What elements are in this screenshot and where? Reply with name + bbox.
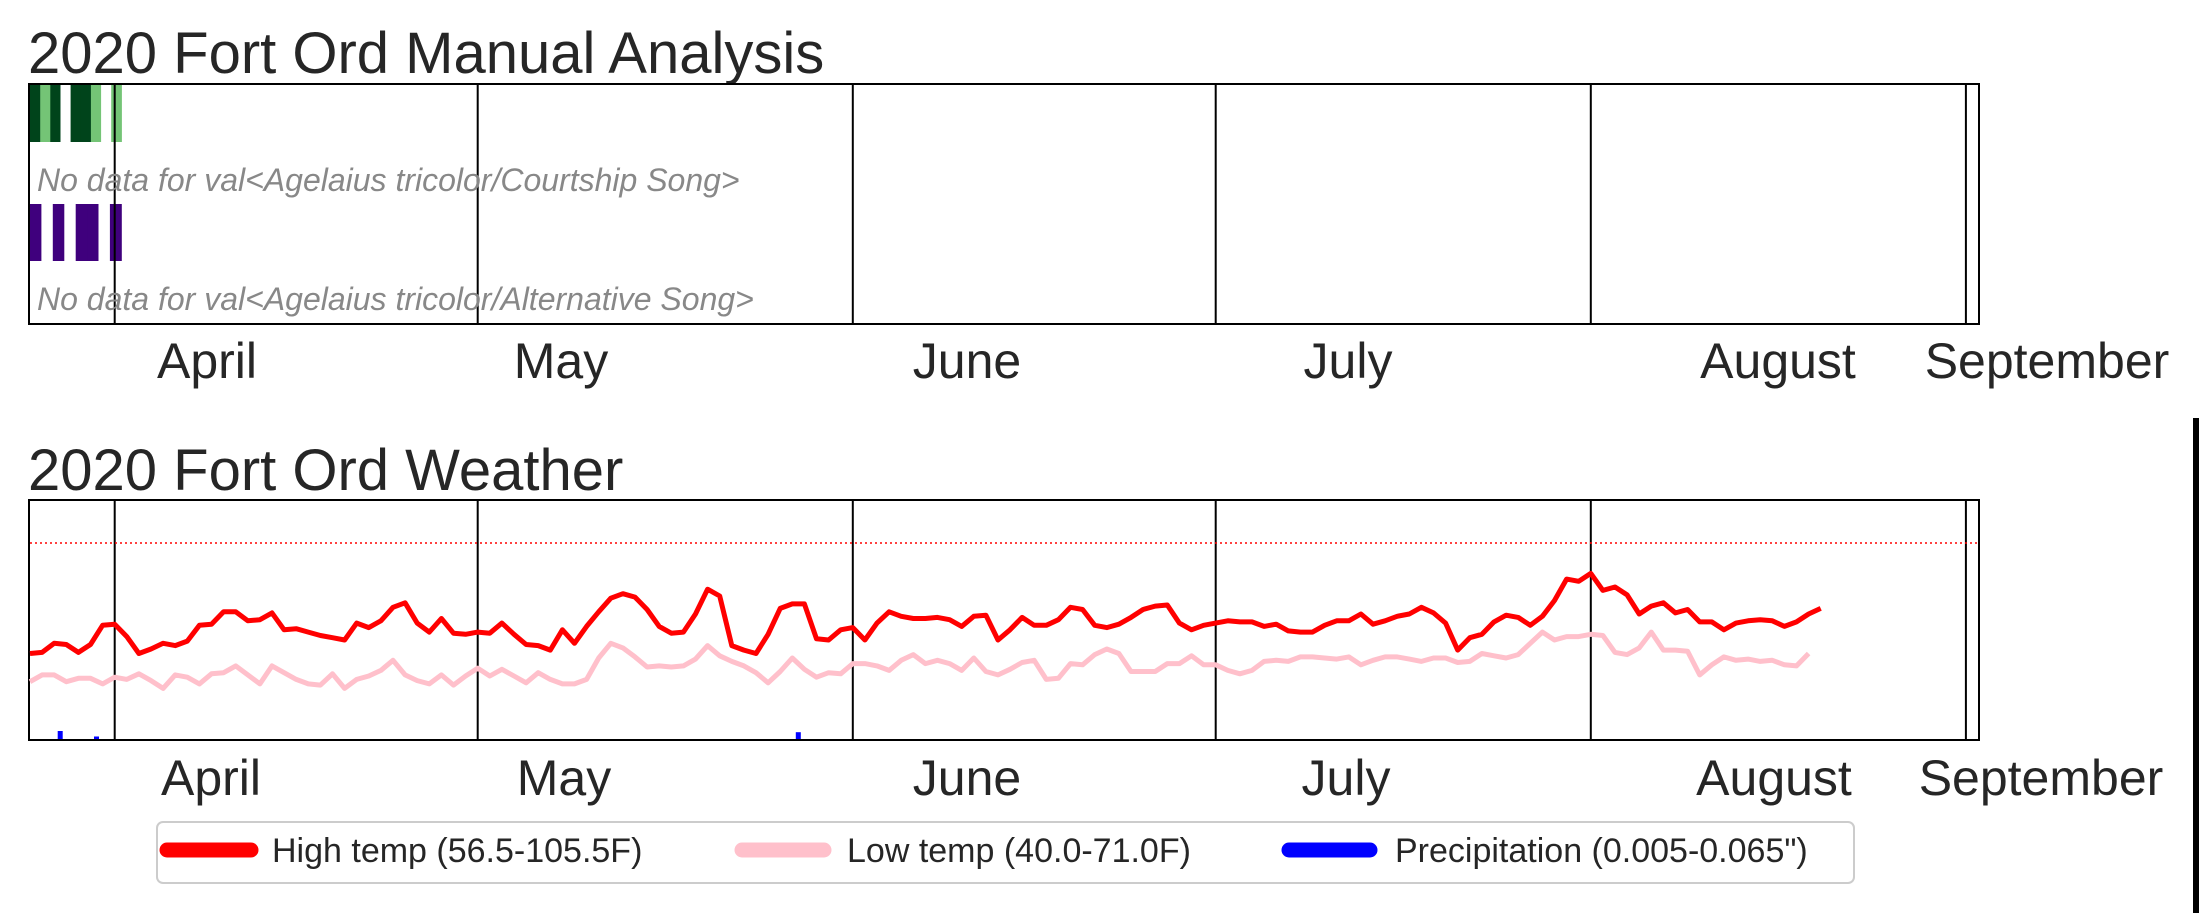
legend-frame bbox=[156, 821, 1855, 884]
weather-month-dividers bbox=[113, 501, 1967, 739]
analysis-month-label-august: August bbox=[1700, 333, 1856, 389]
alternative-song-cell bbox=[52, 204, 65, 261]
weather-plot-frame bbox=[28, 499, 1980, 741]
weather-month-label-june: June bbox=[913, 750, 1021, 806]
precipitation-bar bbox=[57, 731, 63, 739]
analysis-month-label-april: April bbox=[157, 333, 257, 389]
weather-month-label-august: August bbox=[1696, 750, 1852, 806]
analysis-month-dividers bbox=[113, 85, 1967, 323]
courtship-song-cell bbox=[40, 85, 51, 142]
alternative-song-cell bbox=[41, 204, 54, 261]
analysis-month-label-may: May bbox=[514, 333, 608, 389]
high-temp-line bbox=[29, 570, 1822, 656]
alternative-song-cell bbox=[98, 204, 111, 261]
courtship-song-cell bbox=[50, 85, 61, 142]
courtship-song-cell bbox=[30, 85, 41, 142]
weather-month-label-april: April bbox=[161, 750, 261, 806]
weather-month-label-september: September bbox=[1919, 750, 2164, 806]
analysis-x-axis: April May June July August September bbox=[157, 333, 2169, 389]
alternative-song-cell bbox=[87, 204, 99, 261]
analysis-month-label-september: September bbox=[1925, 333, 2170, 389]
alternative-song-cell bbox=[64, 204, 77, 261]
weather-month-label-may: May bbox=[517, 750, 611, 806]
analysis-month-label-june: June bbox=[913, 333, 1021, 389]
alternative-song-nodata-label: No data for val<Agelaius tricolor/Altern… bbox=[37, 281, 754, 317]
analysis-cells bbox=[30, 85, 122, 261]
analysis-month-label-july: July bbox=[1304, 333, 1393, 389]
courtship-song-nodata-label: No data for val<Agelaius tricolor/Courts… bbox=[37, 162, 740, 198]
courtship-song-cell bbox=[70, 85, 82, 142]
weather-x-axis: April May June July August September bbox=[161, 750, 2163, 806]
precipitation-bars bbox=[57, 731, 801, 739]
analysis-chart: 2020 Fort Ord Manual Analysis No data fo… bbox=[28, 21, 2169, 389]
legend-low-label: Low temp (40.0-71.0F) bbox=[847, 832, 1191, 870]
legend-precip-label: Precipitation (0.005-0.065") bbox=[1395, 832, 1808, 870]
courtship-song-cell bbox=[101, 85, 112, 142]
alternative-song-cell bbox=[75, 204, 88, 261]
precipitation-bar bbox=[94, 736, 99, 739]
alternative-song-cell bbox=[30, 204, 42, 261]
courtship-song-cell bbox=[90, 85, 102, 142]
right-edge-bar bbox=[2193, 418, 2199, 913]
low-temp-line bbox=[28, 629, 1811, 691]
precipitation-bar bbox=[795, 732, 801, 739]
courtship-song-cell bbox=[60, 85, 72, 142]
weather-title: 2020 Fort Ord Weather bbox=[28, 438, 623, 503]
alternative-song-cell bbox=[109, 204, 122, 261]
legend-high-label: High temp (56.5-105.5F) bbox=[272, 832, 642, 870]
analysis-title: 2020 Fort Ord Manual Analysis bbox=[28, 21, 824, 86]
courtship-song-cell bbox=[111, 85, 122, 142]
weather-month-label-july: July bbox=[1302, 750, 1391, 806]
courtship-song-cell bbox=[80, 85, 92, 142]
weather-chart: 2020 Fort Ord Weather April May June Jul… bbox=[28, 438, 2163, 884]
weather-legend: High temp (56.5-105.5F) Low temp (40.0-7… bbox=[156, 821, 1855, 884]
